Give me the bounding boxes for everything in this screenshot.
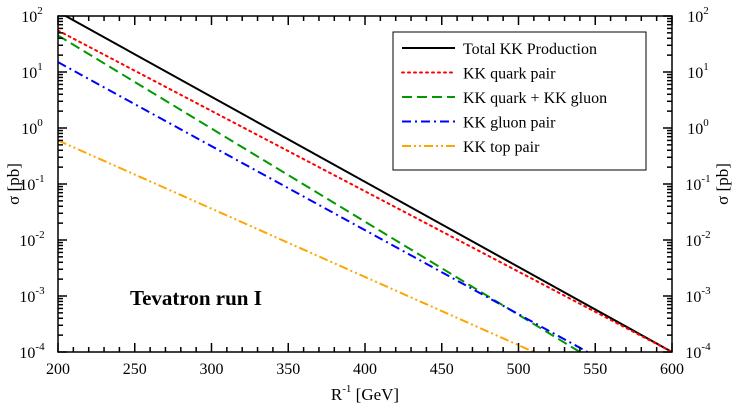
x-tick-label: 550 (583, 361, 607, 378)
y-tick-label-right: 10-3 (685, 285, 711, 306)
x-tick-label: 300 (200, 361, 224, 378)
legend-label-2: KK quark + KK gluon (463, 90, 607, 107)
y-tick-label-right: 10-4 (685, 341, 711, 362)
x-tick-label: 600 (660, 361, 684, 378)
series-line-4 (58, 139, 535, 352)
y-axis-title-right: σ [pb] (713, 163, 732, 205)
y-tick-label-right: 10-2 (685, 229, 710, 250)
legend-label-4: KK top pair (463, 139, 540, 156)
legend-label-1: KK quark pair (463, 66, 556, 83)
ticks-layer (57, 15, 673, 353)
x-tick-label: 350 (276, 361, 300, 378)
y-tick-label-left: 10-2 (19, 229, 44, 250)
legend-box (392, 31, 647, 171)
x-tick-label: 400 (353, 361, 377, 378)
x-tick-labels: 200 250 300 350 400 450 500 550 600 (46, 361, 684, 378)
y-tick-label-right: 101 (687, 61, 709, 82)
y-tick-label-left: 102 (21, 5, 43, 26)
x-axis-title: R-1 [GeV] (331, 383, 399, 404)
x-tick-label: 200 (46, 361, 70, 378)
series-line-2 (58, 34, 581, 352)
y-tick-label-right: 10-1 (685, 173, 710, 194)
y-tick-label-right: 102 (687, 5, 709, 26)
y-tick-label-left: 10-3 (19, 285, 45, 306)
y-tick-labels-right: 10-4 10-3 10-2 10-1 100 101 102 (685, 5, 711, 362)
chart-annotation: Tevatron run I (130, 286, 262, 310)
y-tick-label-left: 10-4 (19, 341, 45, 362)
y-tick-label-left: 100 (21, 117, 43, 138)
series-layer (58, 16, 672, 352)
y-tick-label-left: 10-1 (19, 173, 44, 194)
series-line-3 (58, 61, 589, 352)
legend-label-3: KK gluon pair (463, 115, 556, 132)
x-tick-label: 500 (507, 361, 531, 378)
y-tick-label-right: 100 (687, 117, 709, 138)
y-axis-title-left: σ [pb] (4, 163, 23, 205)
legend-label-0: Total KK Production (463, 41, 597, 58)
x-tick-label: 250 (123, 361, 147, 378)
x-tick-label: 450 (430, 361, 454, 378)
series-line-0 (65, 16, 672, 352)
y-tick-labels-left: 10-4 10-3 10-2 10-1 100 101 102 (19, 5, 45, 362)
series-line-1 (58, 29, 672, 352)
legend: Total KK Production KK quark pair KK quark… (392, 31, 647, 171)
y-tick-label-left: 101 (21, 61, 43, 82)
